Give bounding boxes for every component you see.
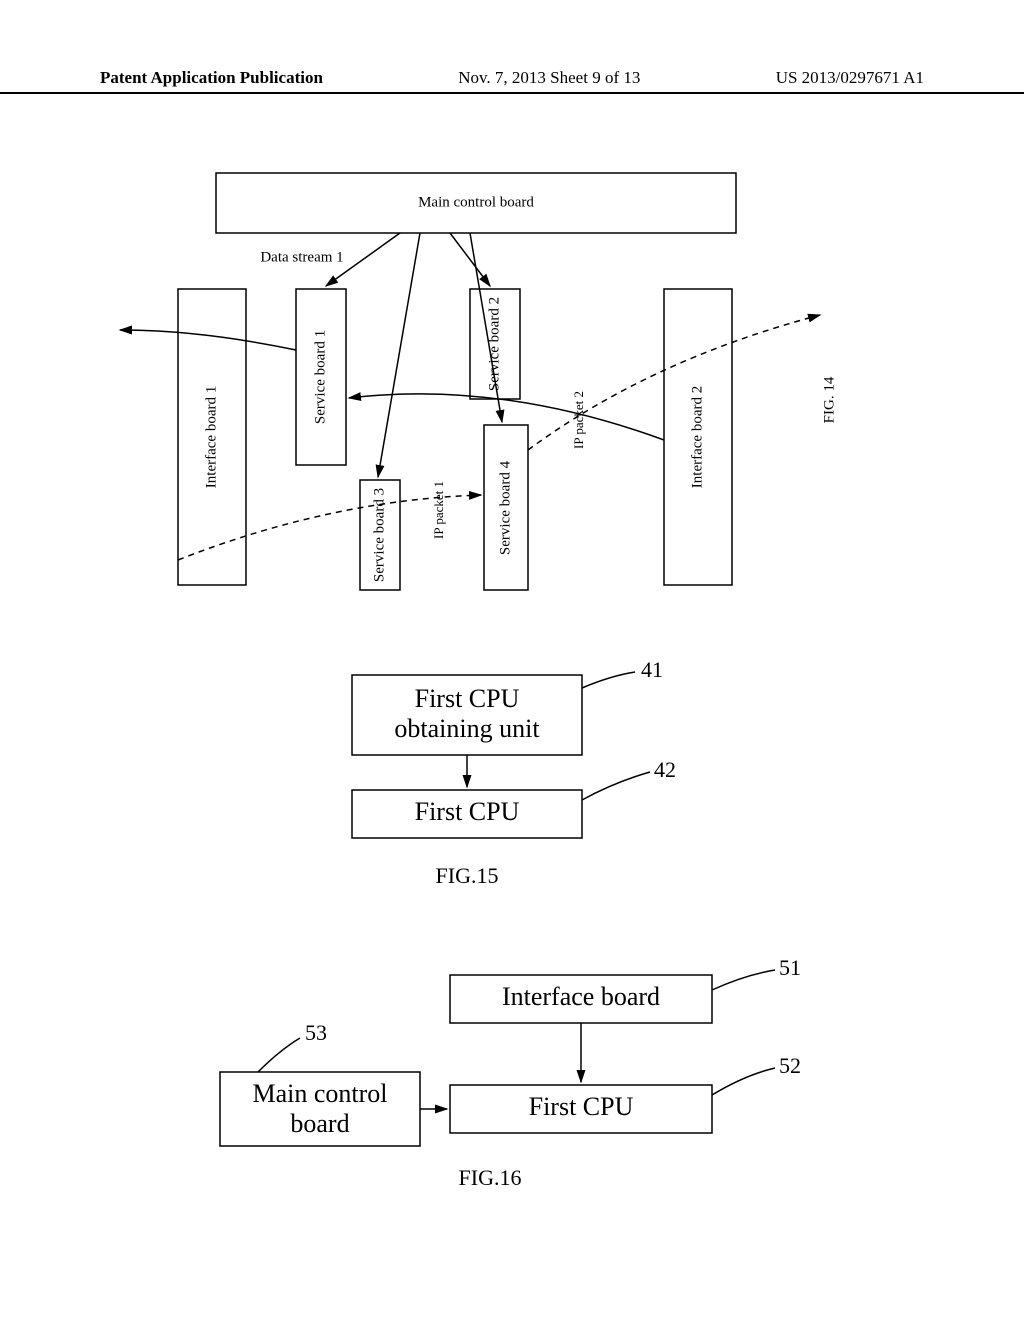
fig16-lead-53 bbox=[258, 1038, 300, 1072]
fig14-data-stream-label: Data stream 1 bbox=[260, 249, 343, 265]
fig16-ib-label: Interface board bbox=[502, 982, 660, 1011]
fig14-arrow-mcb-sb2 bbox=[450, 233, 490, 286]
fig15-box2-label: First CPU bbox=[415, 797, 520, 826]
fig15-caption: FIG.15 bbox=[436, 863, 499, 888]
fig15: First CPU obtaining unit First CPU 41 42… bbox=[352, 657, 676, 888]
fig16-mcb-l1: Main control bbox=[252, 1079, 387, 1108]
fig14-service-board-1-label: Service board 1 bbox=[312, 330, 328, 424]
fig16-ref53: 53 bbox=[305, 1020, 327, 1045]
fig16-lead-52 bbox=[712, 1068, 775, 1095]
fig15-box1-l1: First CPU bbox=[415, 684, 520, 713]
fig15-ref41: 41 bbox=[641, 657, 663, 682]
fig14-caption: FIG. 14 bbox=[821, 376, 837, 423]
fig16-caption: FIG.16 bbox=[459, 1165, 522, 1190]
fig16-lead-51 bbox=[712, 970, 775, 990]
page-svg: Main control board Data stream 1 Interfa… bbox=[0, 0, 1024, 1320]
fig15-lead-41 bbox=[582, 672, 635, 688]
fig14-ip-packet-1-label: IP packet 1 bbox=[431, 481, 446, 539]
fig14: Main control board Data stream 1 Interfa… bbox=[120, 173, 837, 590]
fig16-mcb-l2: board bbox=[290, 1109, 349, 1138]
fig16: Interface board First CPU Main control b… bbox=[220, 955, 801, 1190]
fig15-ref42: 42 bbox=[654, 757, 676, 782]
fig16-cpu-label: First CPU bbox=[529, 1092, 634, 1121]
fig14-flow-ib2-sb1 bbox=[349, 394, 664, 440]
fig14-arrow-mcb-sb3 bbox=[378, 233, 420, 477]
fig14-interface-board-1-label: Interface board 1 bbox=[203, 386, 219, 488]
fig14-interface-board-2-label: Interface board 2 bbox=[689, 386, 705, 488]
fig14-ip-packet-2-label: IP packet 2 bbox=[571, 391, 586, 449]
fig16-ref51: 51 bbox=[779, 955, 801, 980]
fig15-lead-42 bbox=[582, 772, 650, 800]
fig14-main-control-label: Main control board bbox=[418, 194, 534, 210]
fig15-box1-l2: obtaining unit bbox=[394, 714, 540, 743]
fig16-ref52: 52 bbox=[779, 1053, 801, 1078]
fig14-service-board-4-label: Service board 4 bbox=[497, 460, 513, 555]
fig14-service-board-3-label: Service board 3 bbox=[371, 488, 387, 582]
fig14-flow-sb1-out bbox=[120, 330, 296, 350]
